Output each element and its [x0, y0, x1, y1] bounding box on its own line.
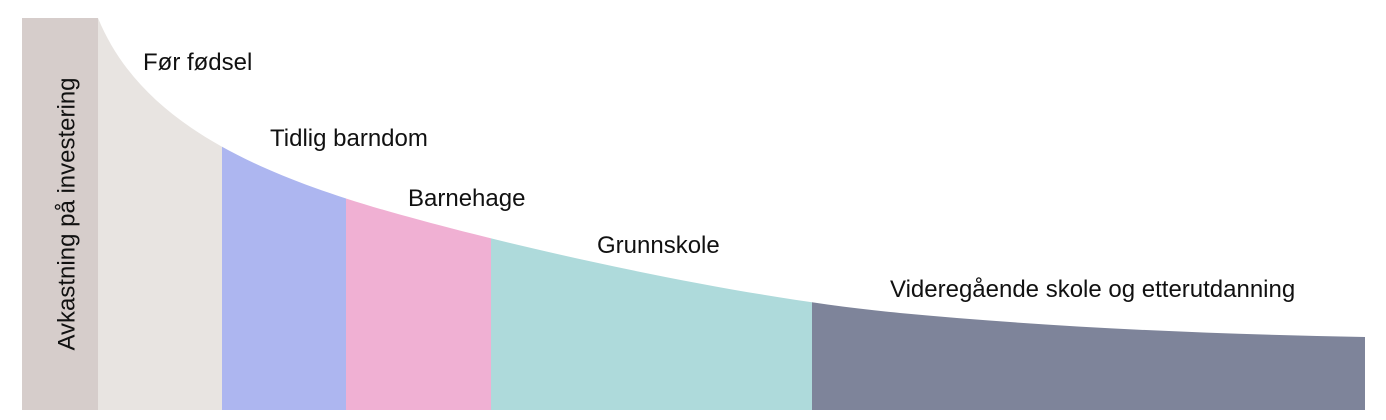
stage-label: Tidlig barndom — [270, 125, 428, 152]
stage-label: Grunnskole — [597, 232, 720, 259]
axis-band — [22, 18, 98, 410]
stage-label: Videregående skole og etterutdanning — [890, 276, 1295, 303]
stage-band — [812, 18, 1365, 410]
stage-label: Barnehage — [408, 185, 525, 212]
curve-area — [98, 18, 1365, 410]
stage-label: Før fødsel — [143, 49, 252, 76]
y-axis-label: Avkastning på investering — [53, 77, 80, 350]
stage-band — [491, 18, 812, 410]
